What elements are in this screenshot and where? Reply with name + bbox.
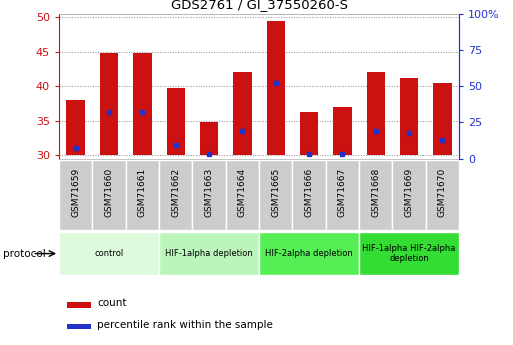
Bar bbox=[167, 88, 185, 155]
Text: GSM71668: GSM71668 bbox=[371, 167, 380, 217]
Text: GSM71666: GSM71666 bbox=[305, 167, 313, 217]
Text: count: count bbox=[97, 298, 127, 308]
FancyBboxPatch shape bbox=[159, 232, 259, 275]
FancyBboxPatch shape bbox=[59, 232, 159, 275]
FancyBboxPatch shape bbox=[92, 160, 126, 230]
Text: GSM71665: GSM71665 bbox=[271, 167, 280, 217]
Text: GSM71660: GSM71660 bbox=[105, 167, 113, 217]
Bar bbox=[300, 112, 318, 155]
FancyBboxPatch shape bbox=[326, 160, 359, 230]
Text: GSM71670: GSM71670 bbox=[438, 167, 447, 217]
Bar bbox=[433, 83, 451, 155]
Text: protocol: protocol bbox=[3, 249, 45, 258]
FancyBboxPatch shape bbox=[226, 160, 259, 230]
Text: GSM71662: GSM71662 bbox=[171, 167, 180, 217]
Text: HIF-1alpha HIF-2alpha
depletion: HIF-1alpha HIF-2alpha depletion bbox=[362, 244, 456, 263]
Text: HIF-1alpha depletion: HIF-1alpha depletion bbox=[165, 249, 253, 258]
FancyBboxPatch shape bbox=[126, 160, 159, 230]
Bar bbox=[67, 324, 91, 329]
Bar bbox=[367, 72, 385, 155]
FancyBboxPatch shape bbox=[392, 160, 426, 230]
Title: GDS2761 / GI_37550260-S: GDS2761 / GI_37550260-S bbox=[170, 0, 348, 11]
Bar bbox=[133, 53, 151, 155]
Bar bbox=[67, 302, 91, 308]
Text: GSM71663: GSM71663 bbox=[205, 167, 213, 217]
Text: GSM71669: GSM71669 bbox=[405, 167, 413, 217]
FancyBboxPatch shape bbox=[426, 160, 459, 230]
Text: HIF-2alpha depletion: HIF-2alpha depletion bbox=[265, 249, 353, 258]
Text: GSM71664: GSM71664 bbox=[238, 167, 247, 217]
Text: control: control bbox=[94, 249, 124, 258]
FancyBboxPatch shape bbox=[59, 160, 92, 230]
Bar bbox=[200, 122, 218, 155]
FancyBboxPatch shape bbox=[259, 160, 292, 230]
Text: GSM71661: GSM71661 bbox=[138, 167, 147, 217]
FancyBboxPatch shape bbox=[359, 160, 392, 230]
Bar bbox=[333, 107, 351, 155]
Bar bbox=[67, 100, 85, 155]
Bar bbox=[233, 72, 251, 155]
Bar bbox=[400, 78, 418, 155]
FancyBboxPatch shape bbox=[292, 160, 326, 230]
FancyBboxPatch shape bbox=[192, 160, 226, 230]
Text: GSM71667: GSM71667 bbox=[338, 167, 347, 217]
Bar bbox=[100, 53, 118, 155]
FancyBboxPatch shape bbox=[159, 160, 192, 230]
Text: GSM71659: GSM71659 bbox=[71, 167, 80, 217]
Bar bbox=[267, 21, 285, 155]
Text: percentile rank within the sample: percentile rank within the sample bbox=[97, 320, 273, 330]
FancyBboxPatch shape bbox=[259, 232, 359, 275]
FancyBboxPatch shape bbox=[359, 232, 459, 275]
